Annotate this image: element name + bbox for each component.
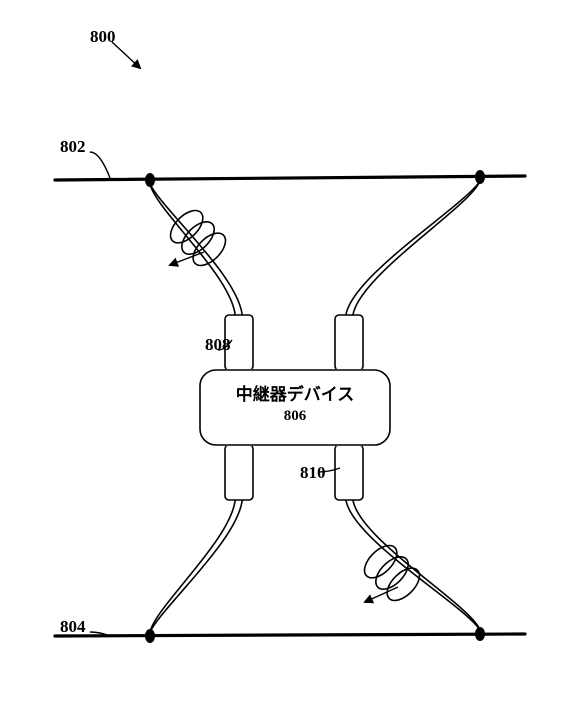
label-804: 804 [60,617,86,636]
spiral-top [165,205,231,271]
line-bead-bot-right [475,627,485,641]
fig-num-arrow [112,42,140,68]
wire [150,496,236,632]
transmission-line-bot [55,634,525,636]
sleeve-bot-left [225,445,253,500]
lead-802 [90,152,110,178]
label-802: 802 [60,137,86,156]
label-810: 810 [300,463,326,482]
line-bead-bot-left [145,629,155,643]
label-fig-num: 800 [90,27,116,46]
device-number: 806 [284,408,307,424]
wire [150,496,243,632]
device-label: 中継器デバイス [236,384,355,404]
sleeve-top-right [335,315,363,370]
label-808: 808 [205,335,231,354]
wire [346,181,481,319]
wire [150,184,236,319]
line-bead-top-left [145,173,155,187]
wire [353,496,481,630]
transmission-line-top [55,176,525,180]
wire [353,181,481,319]
sleeve-bot-right [335,445,363,500]
wire [150,184,243,319]
line-bead-top-right [475,170,485,184]
